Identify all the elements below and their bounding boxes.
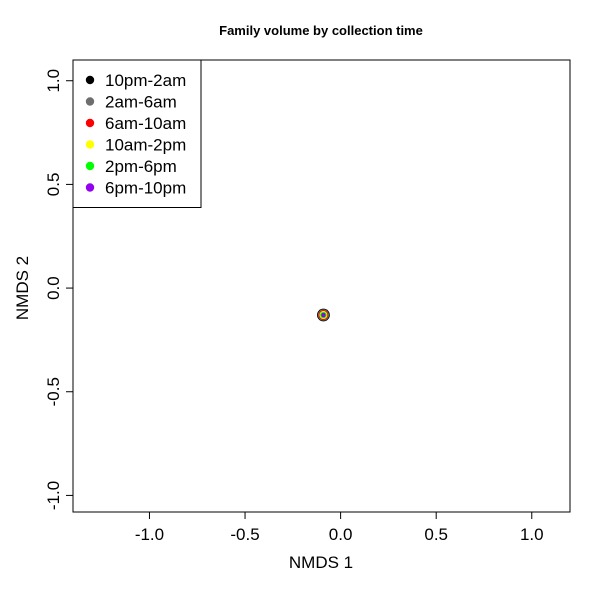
axis-ticks: -1.0 -0.5 0.0 0.5 1.0 -1.0 -0.5 0.0 0.5 1.0 (44, 69, 544, 544)
data-point-6 (321, 312, 326, 318)
legend-label: 6am-10am (105, 114, 186, 133)
legend: 10pm-2am 2am-6am 6am-10am 10am-2pm 2pm-6pm 6p… (72, 59, 202, 208)
x-tick-label: 0.5 (424, 525, 448, 544)
legend-marker (85, 161, 95, 171)
x-tick-label: -1.0 (135, 525, 164, 544)
legend-marker (85, 183, 95, 192)
y-tick-label: -1.0 (44, 481, 63, 510)
legend-marker (85, 118, 95, 128)
legend-marker (85, 97, 95, 106)
legend-label: 6pm-10pm (105, 179, 186, 198)
legend-label: 2am-6am (105, 93, 177, 112)
y-axis-label: NMDS 2 (13, 256, 32, 320)
x-tick-label: 1.0 (520, 525, 544, 544)
chart-title: Family volume by collection time (219, 23, 423, 38)
legend-marker (85, 140, 95, 149)
y-tick-label: 0.0 (44, 276, 63, 300)
legend-marker (85, 75, 95, 85)
x-tick-label: -0.5 (230, 525, 259, 544)
x-tick-label: 0.0 (329, 525, 353, 544)
plot-frame (72, 59, 571, 513)
legend-box (72, 59, 202, 208)
legend-label: 10am-2pm (105, 136, 186, 155)
y-tick-label: -0.5 (44, 377, 63, 406)
x-axis-label: NMDS 1 (289, 553, 353, 572)
y-tick-label: 1.0 (44, 69, 63, 93)
legend-label: 2pm-6pm (105, 157, 177, 176)
y-tick-label: 0.5 (44, 173, 63, 197)
legend-label: 10pm-2am (105, 71, 186, 90)
data-points (317, 308, 330, 322)
